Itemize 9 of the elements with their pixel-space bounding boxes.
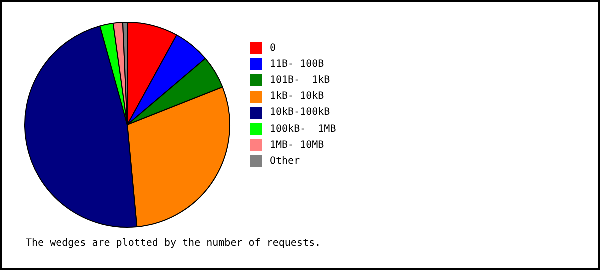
legend-label: 101B- 1kB (270, 74, 330, 86)
legend-label: Other (270, 156, 300, 167)
legend-label: 11B- 100B (270, 58, 324, 70)
legend-label: 1kB- 10kB (270, 91, 324, 102)
legend-label: 100kB- 1MB (270, 124, 336, 135)
text: The wedges are plotted by the number of requests. (26, 238, 322, 249)
legend-label: 10kB-100kB (270, 107, 330, 118)
legend-label: 1MB- 10MB (270, 140, 324, 151)
legend-label: 0 (270, 42, 276, 54)
